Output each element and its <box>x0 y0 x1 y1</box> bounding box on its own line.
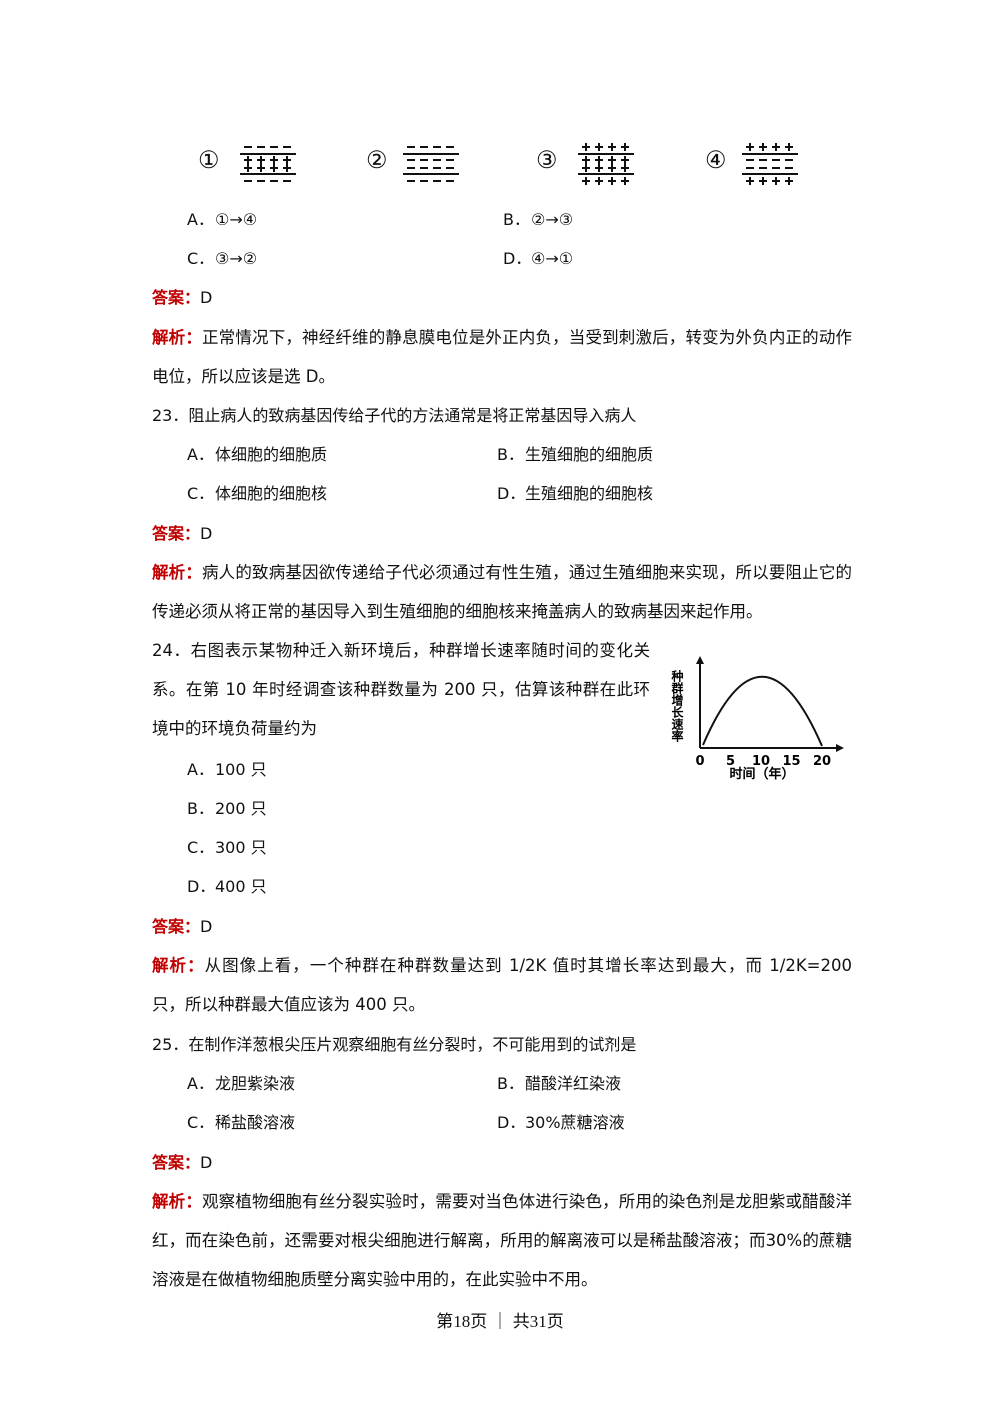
x-axis-label: 时间（年） <box>729 766 794 782</box>
option-text: ②→③ <box>531 210 574 229</box>
option-text: 400 只 <box>215 877 267 896</box>
option: B．生殖细胞的细胞质 <box>497 443 653 467</box>
answer-label: 答案： <box>152 288 201 307</box>
y-axis-label: 种群增长速率 <box>670 669 684 743</box>
answer-label: 答案： <box>152 1153 201 1172</box>
answer-value: D <box>200 524 213 543</box>
option: D．④→① <box>503 247 573 271</box>
option-letter: C． <box>187 1113 215 1132</box>
page-footer: 第18页 ｜ 共31页 <box>436 1312 564 1331</box>
option: C．稀盐酸溶液 <box>187 1111 295 1135</box>
answer-value: D <box>200 288 213 307</box>
option-letter: B． <box>187 799 214 818</box>
option-letter: D． <box>503 249 532 268</box>
option-text: 龙胆紫染液 <box>215 1074 296 1093</box>
option: B．200 只 <box>187 797 267 821</box>
x-tick-label: 15 <box>782 754 800 769</box>
explanation: 解析：病人的致病基因欲传递给子代必须通过有性生殖，通过生殖细胞来实现，所以要阻止… <box>152 553 852 631</box>
option: D．400 只 <box>187 875 267 899</box>
option-letter: D． <box>187 877 216 896</box>
explanation: 解析：正常情况下，神经纤维的静息膜电位是外正内负，当受到刺激后，转变为外负内正的… <box>152 318 852 396</box>
y-arrow <box>696 656 704 664</box>
option-letter: A． <box>187 760 214 779</box>
option: A．100 只 <box>187 758 267 782</box>
option-letter: C． <box>187 249 215 268</box>
option-letter: D． <box>497 1113 526 1132</box>
option-letter: A． <box>187 1074 214 1093</box>
option-letter: B． <box>503 210 530 229</box>
option-letter: A． <box>187 210 214 229</box>
option: A．龙胆紫染液 <box>187 1072 295 1096</box>
x-tick-label: 0 <box>695 754 704 769</box>
option: C．体细胞的细胞核 <box>187 482 327 506</box>
answer: 答案：D <box>152 522 212 546</box>
x-arrow <box>836 744 844 752</box>
explanation-text: 病人的致病基因欲传递给子代必须通过有性生殖，通过生殖细胞来实现，所以要阻止它的传… <box>152 563 853 621</box>
explanation-label: 解析： <box>152 328 203 347</box>
answer: 答案：D <box>152 286 212 310</box>
question-stem: 24．右图表示某物种迁入新环境后，种群增长速率随时间的变化关系。在第 10 年时… <box>152 641 650 738</box>
x-tick-label: 10 <box>752 754 770 769</box>
option: B．醋酸洋红染液 <box>497 1072 621 1096</box>
question-stem: 25．在制作洋葱根尖压片观察细胞有丝分裂时，不可能用到的试剂是 <box>152 1035 637 1054</box>
option-letter: A． <box>187 445 214 464</box>
answer-label: 答案： <box>152 524 201 543</box>
figure-label: ① <box>198 146 220 174</box>
figure-label: ③ <box>536 146 558 174</box>
answer-value: D <box>200 1153 213 1172</box>
answer-value: D <box>200 917 213 936</box>
curve <box>702 675 823 747</box>
explanation-text: 正常情况下，神经纤维的静息膜电位是外正内负，当受到刺激后，转变为外负内正的动作电… <box>152 328 853 386</box>
explanation-label: 解析： <box>152 956 205 975</box>
option: A．体细胞的细胞质 <box>187 443 327 467</box>
option: D．生殖细胞的细胞核 <box>497 482 653 506</box>
option-letter: C． <box>187 484 215 503</box>
option-text: 生殖细胞的细胞核 <box>525 484 654 503</box>
answer-label: 答案： <box>152 917 201 936</box>
explanation-text: 观察植物细胞有丝分裂实验时，需要对当色体进行染色，所用的染色剂是龙胆紫或醋酸洋红… <box>152 1192 853 1289</box>
option-text: ③→② <box>215 249 258 268</box>
question-stem: 23．阻止病人的致病基因传给子代的方法通常是将正常基因导入病人 <box>152 406 637 425</box>
option: C．③→② <box>187 247 257 271</box>
option-text: 200 只 <box>215 799 267 818</box>
explanation-text: 从图像上看，一个种群在种群数量达到 1/2K 值时其增长率达到最大，而 1/2K… <box>152 956 852 1014</box>
figure-label: ④ <box>705 146 727 174</box>
option-text: ④→① <box>531 249 574 268</box>
option: C．300 只 <box>187 836 267 860</box>
option-letter: B． <box>497 445 524 464</box>
option-text: 体细胞的细胞核 <box>215 484 328 503</box>
option-text: 体细胞的细胞质 <box>215 445 328 464</box>
option-text: 生殖细胞的细胞质 <box>525 445 654 464</box>
option: B．②→③ <box>503 208 573 232</box>
option-text: 30%蔗糖溶液 <box>525 1113 625 1132</box>
option: A．①→④ <box>187 208 257 232</box>
x-tick-label: 20 <box>813 754 831 769</box>
explanation: 解析：观察植物细胞有丝分裂实验时，需要对当色体进行染色，所用的染色剂是龙胆紫或醋… <box>152 1182 852 1299</box>
option-letter: C． <box>187 838 215 857</box>
explanation-label: 解析： <box>152 1192 203 1211</box>
option-text: 300 只 <box>215 838 267 857</box>
explanation: 解析：从图像上看，一个种群在种群数量达到 1/2K 值时其增长率达到最大，而 1… <box>152 946 852 1024</box>
explanation-label: 解析： <box>152 563 203 582</box>
x-tick-label: 5 <box>726 754 735 769</box>
option: D．30%蔗糖溶液 <box>497 1111 625 1135</box>
option-text: 100 只 <box>215 760 267 779</box>
answer: 答案：D <box>152 915 212 939</box>
figure-label: ② <box>366 146 388 174</box>
growth-rate-figure: 时间（年） 种群增长速率 0 5 10 15 20 <box>670 656 844 782</box>
option-text: 稀盐酸溶液 <box>215 1113 296 1132</box>
answer: 答案：D <box>152 1151 212 1175</box>
membrane-figures <box>240 143 798 185</box>
option-letter: D． <box>497 484 526 503</box>
option-text: ①→④ <box>215 210 258 229</box>
option-text: 醋酸洋红染液 <box>525 1074 622 1093</box>
option-letter: B． <box>497 1074 524 1093</box>
